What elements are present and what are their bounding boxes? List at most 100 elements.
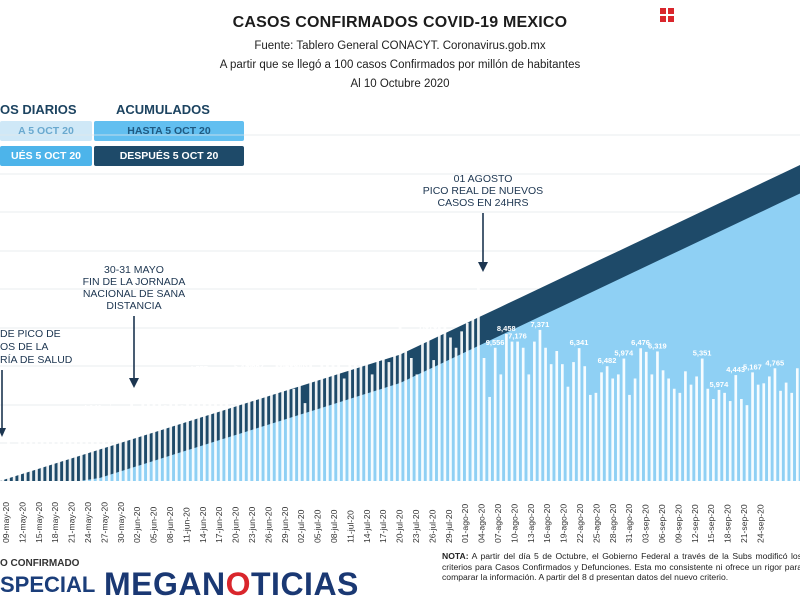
daily-bar — [549, 364, 553, 481]
daily-bar — [141, 396, 145, 481]
data-label: 5,222 — [122, 393, 141, 402]
daily-bar — [331, 353, 335, 481]
daily-bar — [130, 403, 133, 481]
daily-bar — [656, 351, 659, 481]
daily-bar — [202, 388, 206, 481]
daily-bar — [258, 376, 262, 481]
daily-bar — [186, 394, 189, 481]
daily-bar — [678, 392, 682, 481]
daily-bar — [768, 376, 771, 481]
daily-bar — [96, 417, 100, 481]
x-tick-label: 29-jun-20 — [280, 506, 290, 543]
daily-bar — [57, 427, 61, 481]
daily-bar — [23, 441, 27, 481]
x-tick-label: 21-sep-20 — [739, 504, 749, 543]
x-tick-label: 12-may-20 — [17, 502, 27, 543]
x-tick-label: 04-ago-20 — [477, 504, 487, 543]
daily-bar — [230, 405, 234, 481]
daily-bar — [544, 347, 547, 481]
daily-bar — [493, 347, 497, 481]
annotation-left-2: OS DE LA — [0, 341, 48, 353]
daily-bar — [700, 358, 704, 481]
daily-bar — [745, 405, 749, 481]
daily-bar — [180, 405, 184, 481]
x-tick-label: 13-ago-20 — [526, 504, 536, 543]
daily-bar — [348, 352, 352, 481]
annotation-may-3: NACIONAL DE SANA — [83, 288, 185, 300]
daily-bar — [728, 401, 732, 481]
app-grid-icon[interactable] — [660, 8, 674, 22]
daily-bar — [197, 373, 201, 481]
annotation-may-2: FIN DE LA JORNADA — [83, 276, 186, 288]
daily-bar — [286, 369, 290, 481]
daily-bar — [706, 388, 710, 481]
daily-bar — [773, 368, 777, 481]
x-tick-label: 10-ago-20 — [509, 504, 519, 543]
daily-bar — [594, 392, 598, 481]
daily-bar — [443, 325, 447, 481]
daily-bar — [454, 347, 458, 481]
daily-bar — [242, 372, 245, 481]
daily-bar — [566, 386, 570, 481]
x-tick-label: 21-may-20 — [67, 502, 77, 543]
daily-bar — [163, 405, 167, 481]
daily-bar — [264, 387, 268, 481]
data-label: 6,594 — [312, 329, 332, 338]
data-label: 9,556 — [486, 338, 505, 347]
x-tick-label: 20-jul-20 — [395, 509, 405, 543]
daily-bar — [35, 438, 38, 481]
data-label: 6,891 — [290, 362, 309, 371]
daily-bar — [314, 374, 318, 481]
daily-bar — [650, 374, 654, 481]
daily-bar — [158, 391, 161, 481]
daily-bar — [214, 401, 217, 481]
daily-bar — [191, 396, 195, 481]
x-tick-label: 30-may-20 — [116, 502, 126, 543]
daily-bar — [270, 370, 273, 481]
daily-bar — [426, 331, 430, 481]
daily-bar — [779, 390, 782, 481]
data-label: 6,482 — [598, 356, 617, 365]
daily-bar — [795, 368, 799, 481]
x-tick-label: 20-jun-20 — [231, 506, 241, 543]
data-label: 8,438 — [391, 315, 410, 324]
footer-small-label: O CONFIRMADO — [0, 558, 80, 569]
legend-cumulative-heading: ACUMULADOS — [116, 102, 210, 117]
data-label: 5,343 — [178, 385, 197, 394]
x-tick-label: 27-may-20 — [99, 502, 109, 543]
daily-bar — [527, 374, 531, 481]
daily-bar — [18, 437, 22, 481]
annotation-august-2: PICO REAL DE NUEVOS — [423, 185, 543, 197]
x-tick-label: 23-jul-20 — [411, 509, 421, 543]
x-tick-label: 22-ago-20 — [575, 504, 585, 543]
data-label: 7,176 — [508, 332, 527, 341]
daily-bar — [309, 364, 312, 481]
x-tick-label: 05-jun-20 — [149, 506, 159, 543]
daily-bar — [471, 307, 475, 481]
data-label: 8,458 — [497, 324, 516, 333]
daily-bar — [135, 423, 139, 481]
daily-bar — [555, 351, 559, 481]
daily-bar — [712, 399, 715, 481]
daily-bar — [600, 372, 603, 481]
annotation-august-1: 01 AGOSTO — [454, 173, 513, 185]
data-label: 5,974 — [709, 380, 729, 389]
daily-bar — [147, 390, 150, 481]
daily-bar — [342, 378, 346, 481]
data-label: 7,371 — [530, 320, 549, 329]
data-label: 5,974 — [614, 349, 634, 358]
daily-bar — [376, 343, 380, 481]
annotation-left-3: RÍA DE SALUD — [0, 353, 73, 366]
daily-bar — [667, 378, 670, 481]
x-tick-label: 14-jul-20 — [362, 509, 372, 543]
x-tick-label: 02-jun-20 — [132, 506, 142, 543]
x-tick-label: 08-jul-20 — [329, 509, 339, 543]
daily-bar — [421, 339, 424, 481]
data-label: 7,051 — [346, 330, 365, 339]
daily-bar — [12, 446, 16, 481]
daily-bar — [298, 372, 301, 481]
daily-bar — [208, 382, 212, 481]
daily-bar — [7, 442, 10, 481]
